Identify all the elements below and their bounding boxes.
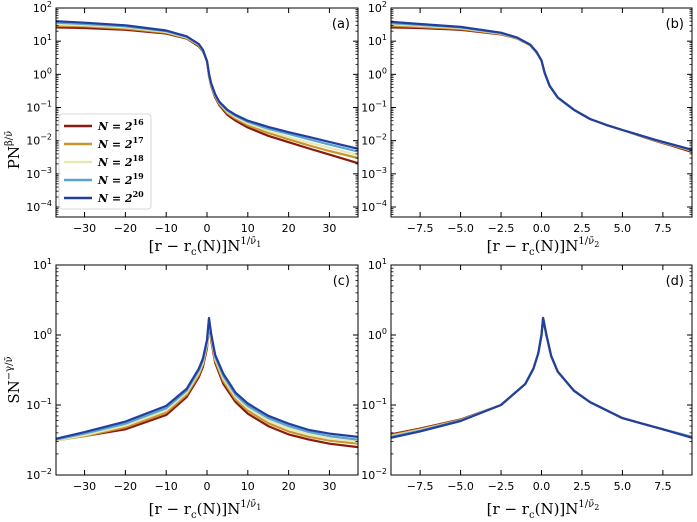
x-tick-label: −7.5 <box>407 222 434 235</box>
y-tick-label: 101 <box>33 33 52 48</box>
panel-label: (d) <box>666 274 684 289</box>
x-tick-label: −5.0 <box>447 480 474 493</box>
x-tick-label: 10 <box>241 222 255 235</box>
panel-label: (b) <box>666 17 684 32</box>
y-tick-label: 10−3 <box>26 166 52 181</box>
x-tick-label: −5.0 <box>447 222 474 235</box>
series-line-5 <box>391 316 692 439</box>
y-tick-label: 10−4 <box>361 199 387 214</box>
y-tick-label: 10−2 <box>26 133 52 148</box>
legend-label: N = 217 <box>97 135 144 151</box>
panel-label: (c) <box>333 274 350 289</box>
y-tick-label: 10−4 <box>26 199 52 214</box>
x-tick-label: 5.0 <box>614 222 632 235</box>
x-tick-label: 20 <box>282 222 296 235</box>
xlabel-d: [r − rc(N)]N1/ν̄2 <box>487 499 600 521</box>
x-tick-label: 5.0 <box>614 480 632 493</box>
y-tick-label: 100 <box>33 327 52 342</box>
x-tick-label: 2.5 <box>573 222 591 235</box>
legend-label: N = 219 <box>97 171 144 187</box>
y-tick-label: 10−2 <box>26 467 52 482</box>
plot-frame <box>390 264 693 476</box>
panel-d: −7.5 −5.0 −2.5 0.0 2.5 5.0 7.5 10−2 10−1 100 101 (d… <box>361 257 693 493</box>
y-tick-label: 102 <box>33 0 52 15</box>
x-tick-label: −30 <box>73 222 96 235</box>
y-tick-label: 10−1 <box>26 100 52 115</box>
y-tick-label: 102 <box>368 0 387 15</box>
x-tick-label: 10 <box>241 480 255 493</box>
x-tick-label: 30 <box>322 480 336 493</box>
y-tick-label: 100 <box>33 66 52 81</box>
xlabel-b: [r − rc(N)]N1/ν̄2 <box>487 236 600 258</box>
x-tick-label: 0.0 <box>533 222 551 235</box>
series-line-1 <box>391 26 692 153</box>
series-line-5 <box>56 316 358 440</box>
plot-frame <box>55 264 359 476</box>
y-tick-label: 10−2 <box>361 467 387 482</box>
legend-label: N = 218 <box>97 153 144 169</box>
x-tick-label: 0 <box>204 222 211 235</box>
y-tick-label: 101 <box>33 257 52 272</box>
x-tick-label: 2.5 <box>573 480 591 493</box>
series-line-5 <box>56 20 358 150</box>
y-tick-label: 101 <box>368 33 387 48</box>
x-tick-label: 20 <box>282 480 296 493</box>
x-tick-label: −20 <box>114 480 137 493</box>
panel-a: −30 −20 −10 0 10 20 30 10−4 10−3 10−2 10−1 100 101 10… <box>26 0 359 235</box>
x-tick-label: 7.5 <box>654 222 672 235</box>
legend-label: N = 216 <box>97 117 144 133</box>
plot-frame <box>390 7 693 218</box>
x-tick-label: −20 <box>114 222 137 235</box>
panel-b: −7.5 −5.0 −2.5 0.0 2.5 5.0 7.5 10−4 10−3 10−2 10−1… <box>361 0 693 235</box>
y-tick-label: 10−2 <box>361 133 387 148</box>
x-tick-label: −2.5 <box>488 480 515 493</box>
panel-c: −30 −20 −10 0 10 20 30 10−2 10−1 100 101 (c) <box>26 257 359 493</box>
y-tick-label: 10−1 <box>361 397 387 412</box>
x-tick-label: 0.0 <box>533 480 551 493</box>
series-line-2 <box>391 24 692 153</box>
x-tick-label: 7.5 <box>654 480 672 493</box>
xlabel-c: [r − rc(N)]N1/ν̄1 <box>149 499 262 521</box>
x-tick-label: 0 <box>204 480 211 493</box>
legend: N = 216 N = 217 N = 218 N = 219 N = 220 <box>58 113 152 210</box>
x-tick-label: 30 <box>322 222 336 235</box>
ylabel-top: PNβ/ν̄ <box>4 131 23 169</box>
y-tick-label: 10−1 <box>361 100 387 115</box>
x-tick-label: −10 <box>155 222 178 235</box>
y-tick-label: 10−3 <box>361 166 387 181</box>
y-tick-label: 10−1 <box>26 397 52 412</box>
series-line-5 <box>391 20 692 151</box>
x-tick-label: −30 <box>73 480 96 493</box>
legend-label: N = 220 <box>97 189 144 205</box>
series-line-3 <box>391 23 692 152</box>
x-tick-label: −2.5 <box>488 222 515 235</box>
y-tick-label: 100 <box>368 66 387 81</box>
series-line-4 <box>391 22 692 152</box>
y-tick-label: 101 <box>368 257 387 272</box>
x-tick-label: −10 <box>155 480 178 493</box>
xlabel-a: [r − rc(N)]N1/ν̄1 <box>149 236 262 258</box>
legend-frame <box>58 113 152 210</box>
y-tick-label: 100 <box>368 327 387 342</box>
x-tick-label: −7.5 <box>407 480 434 493</box>
panel-label: (a) <box>332 17 350 32</box>
ylabel-bottom: SN−γ/ν̄ <box>4 356 23 403</box>
